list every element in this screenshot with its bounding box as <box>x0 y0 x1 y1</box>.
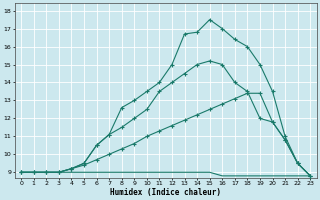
X-axis label: Humidex (Indice chaleur): Humidex (Indice chaleur) <box>110 188 221 197</box>
